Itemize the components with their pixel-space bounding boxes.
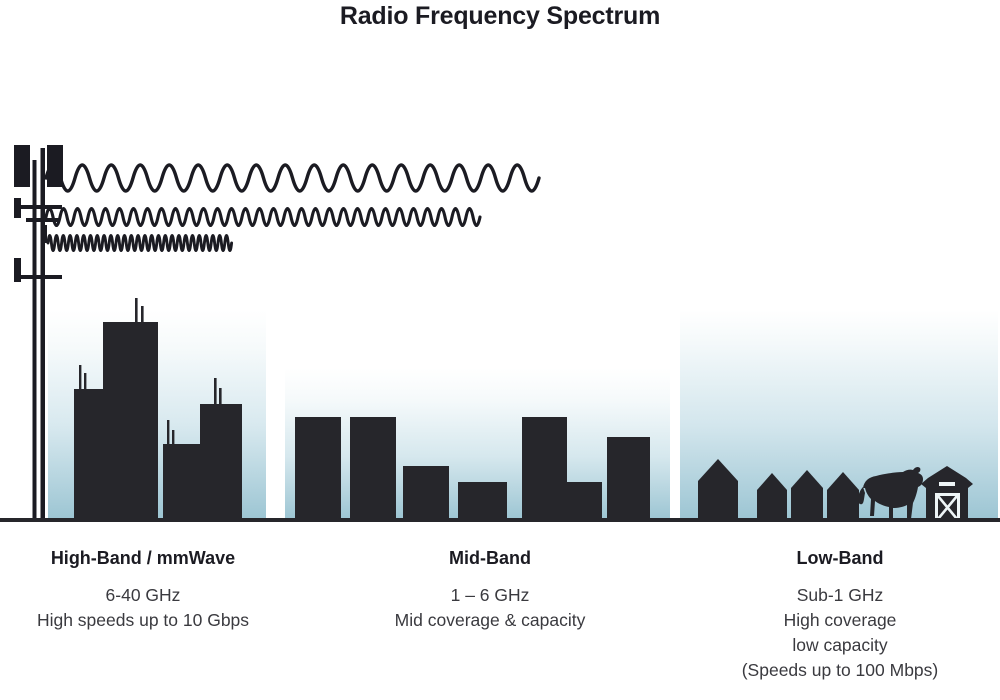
band-detail-high-band-1: High speeds up to 10 Gbps	[36, 610, 250, 630]
mid-block-6	[567, 482, 602, 520]
city-building-4	[200, 404, 242, 520]
band-title-high-band: High-Band / mmWave	[50, 548, 236, 568]
band-description-high-band: 6-40 GHz High speeds up to 10 Gbps	[0, 583, 286, 633]
tower-crossarm-lower	[14, 275, 62, 279]
farm-house-3	[791, 470, 823, 520]
high-band-skyline	[74, 298, 242, 520]
city-spire-1a	[79, 365, 82, 395]
city-building-3	[163, 444, 201, 520]
tower-feed-element	[41, 225, 47, 243]
farm-house-4	[827, 472, 859, 520]
city-spire-3b	[172, 430, 175, 450]
city-spire-2a	[135, 298, 138, 326]
tower-mast-left	[32, 160, 37, 520]
tower-crossarm-middle	[26, 218, 60, 222]
cell-tower	[14, 145, 63, 520]
city-spire-1b	[84, 373, 87, 397]
band-detail-low-band-3: (Speeds up to 100 Mbps)	[741, 660, 939, 680]
band-column-mid-band: Mid-Band 1 – 6 GHz Mid coverage & capaci…	[330, 545, 650, 633]
mid-block-3	[403, 466, 449, 520]
farm-house-2	[757, 473, 787, 520]
tower-panel-small-upper	[14, 198, 21, 218]
band-title-low-band: Low-Band	[796, 548, 884, 568]
spectrum-illustration	[0, 145, 1000, 522]
band-title-mid-band: Mid-Band	[449, 548, 531, 568]
tower-crossarm-upper	[14, 205, 62, 209]
barn-door-cross	[936, 495, 959, 520]
mid-block-2	[350, 417, 396, 520]
farm-house-1	[698, 459, 738, 520]
mid-block-4	[458, 482, 507, 520]
band-detail-mid-band-1: Mid coverage & capacity	[394, 610, 586, 630]
barn-icon	[921, 466, 973, 520]
band-column-high-band: High-Band / mmWave 6-40 GHz High speeds …	[0, 545, 286, 633]
tower-antenna-panel-right	[47, 145, 63, 187]
city-spire-3a	[167, 420, 170, 448]
band-frequency-mid-band: 1 – 6 GHz	[450, 585, 530, 605]
city-spire-4a	[214, 378, 217, 408]
cow-icon	[858, 466, 923, 519]
short-wavelength-wave	[46, 234, 234, 252]
city-building-1	[74, 389, 103, 520]
city-building-2	[103, 322, 158, 520]
mid-block-7	[607, 437, 650, 520]
band-column-low-band: Low-Band Sub-1 GHz High coverage low cap…	[680, 545, 1000, 683]
city-spire-4b	[219, 388, 222, 410]
mid-block-5	[522, 417, 567, 520]
mid-block-1	[295, 417, 341, 520]
ground-line	[0, 518, 1000, 522]
tower-antenna-panel-left	[14, 145, 30, 187]
band-frequency-high-band: 6-40 GHz	[105, 585, 181, 605]
barn-loft-window	[939, 482, 955, 486]
band-detail-low-band-1: High coverage	[783, 610, 897, 630]
band-description-mid-band: 1 – 6 GHz Mid coverage & capacity	[330, 583, 650, 633]
tower-panel-small-lower	[14, 258, 21, 282]
mid-band-skyline	[295, 417, 650, 520]
low-band-rural-scene	[698, 459, 973, 520]
band-legend: High-Band / mmWave 6-40 GHz High speeds …	[0, 545, 1000, 700]
band-detail-low-band-2: low capacity	[792, 635, 888, 655]
city-spire-2b	[141, 306, 144, 328]
long-wavelength-wave	[44, 163, 541, 193]
radio-waves	[44, 163, 541, 252]
page-title: Radio Frequency Spectrum	[339, 2, 661, 30]
band-description-low-band: Sub-1 GHz High coverage low capacity (Sp…	[680, 583, 1000, 683]
band-frequency-low-band: Sub-1 GHz	[796, 585, 884, 605]
tower-mast-right	[40, 148, 45, 520]
medium-wavelength-wave	[44, 206, 482, 228]
